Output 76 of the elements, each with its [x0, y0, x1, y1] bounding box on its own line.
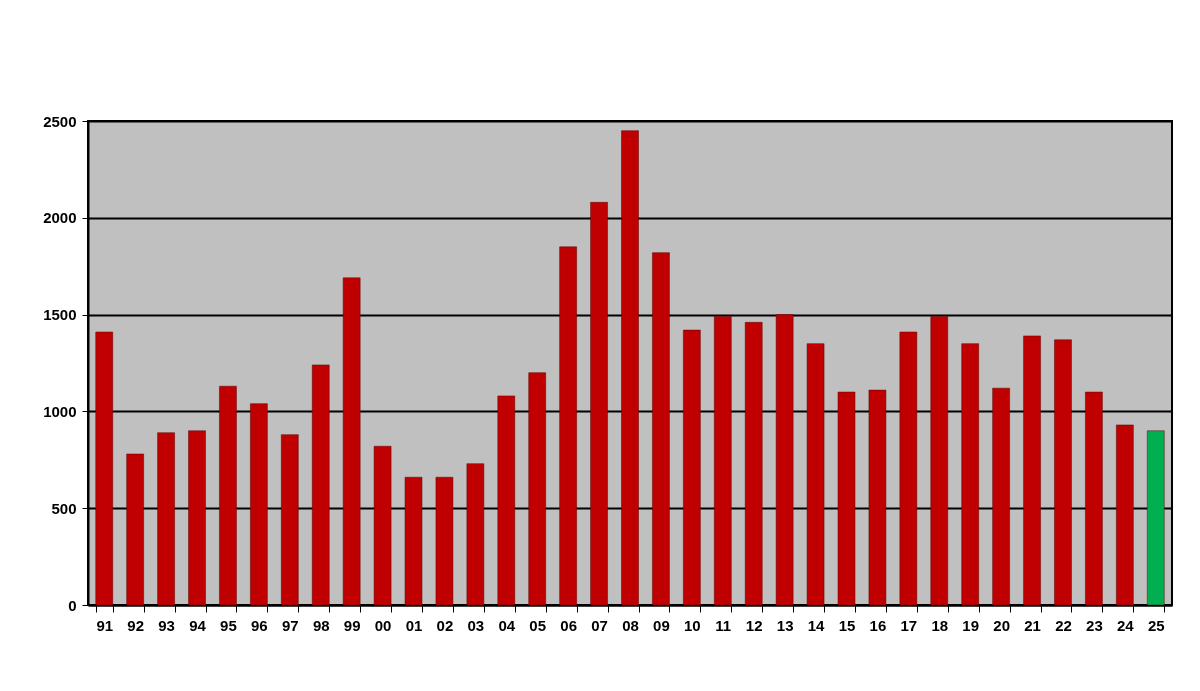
bar	[806, 343, 825, 606]
x-tick-label: 97	[281, 616, 299, 634]
x-tick-label: 10	[684, 616, 701, 634]
x-tick-label: 21	[1024, 616, 1041, 634]
x-tick-label: 11	[715, 616, 732, 634]
x-tick-label: 99	[343, 616, 361, 634]
x-tick-label: 12	[745, 616, 763, 634]
x-tick-label: 20	[993, 616, 1010, 634]
x-tick-label: 92	[127, 616, 145, 634]
x-tick-label: 91	[96, 616, 114, 634]
x-tick-label: 00	[374, 616, 392, 634]
x-tick-label: 03	[467, 616, 485, 634]
bar	[930, 316, 949, 606]
bar	[683, 329, 701, 606]
x-tick-label: 08	[622, 616, 639, 634]
bar	[342, 277, 361, 606]
x-tick-label: 07	[591, 616, 608, 634]
bar	[528, 372, 546, 606]
bar	[590, 202, 608, 606]
bar	[311, 364, 330, 606]
x-tick-label: 01	[405, 616, 423, 634]
bar	[466, 463, 485, 606]
y-tick-label: 1500	[43, 306, 77, 324]
y-tick-label: 2000	[43, 209, 77, 227]
bar	[1023, 335, 1041, 606]
x-tick-label: 94	[189, 616, 207, 634]
x-tick-label: 22	[1055, 616, 1072, 634]
x-tick-label: 04	[498, 616, 516, 634]
bar	[1147, 430, 1165, 606]
bar	[652, 252, 670, 606]
bar	[744, 322, 763, 606]
bar	[404, 476, 423, 606]
bar	[95, 331, 113, 606]
bar	[281, 434, 299, 606]
bar	[837, 391, 856, 606]
bar	[559, 246, 577, 606]
bar	[373, 446, 392, 606]
bar	[1054, 339, 1072, 606]
bar	[188, 430, 206, 606]
bar	[621, 130, 639, 606]
x-tick-label: 02	[436, 616, 454, 634]
bar	[775, 314, 794, 606]
x-tick-label: 96	[251, 616, 268, 634]
bar	[250, 403, 268, 606]
x-tick-label: 09	[653, 616, 670, 634]
bar	[435, 476, 454, 606]
bar	[899, 331, 918, 606]
x-tick-label: 13	[776, 616, 794, 634]
y-tick-label: 1000	[43, 402, 77, 420]
y-tick-label: 0	[68, 596, 77, 614]
bar	[868, 389, 887, 606]
x-tick-label: 24	[1116, 616, 1135, 634]
bar	[157, 432, 175, 606]
x-tick-label: 06	[560, 616, 577, 634]
bar	[961, 343, 979, 606]
bar	[714, 316, 732, 606]
bar	[219, 385, 237, 606]
x-tick-label: 18	[931, 616, 949, 634]
bar	[497, 395, 516, 606]
bar	[1085, 391, 1103, 606]
x-tick-label: 25	[1147, 616, 1165, 634]
x-tick-label: 19	[962, 616, 980, 634]
y-tick-label: 500	[51, 499, 77, 517]
bar	[126, 453, 144, 606]
y-tick-label: 2500	[43, 112, 77, 130]
x-tick-label: 17	[900, 616, 918, 634]
x-tick-label: 05	[529, 616, 547, 634]
x-tick-label: 15	[838, 616, 856, 634]
x-tick-label: 16	[869, 616, 887, 634]
x-tick-label: 95	[220, 616, 237, 634]
x-tick-label: 23	[1086, 616, 1103, 634]
bar	[1116, 424, 1134, 606]
x-tick-label: 14	[807, 616, 826, 634]
bar	[992, 387, 1010, 606]
x-tick-label: 93	[158, 616, 175, 634]
x-tick-label: 98	[312, 616, 330, 634]
